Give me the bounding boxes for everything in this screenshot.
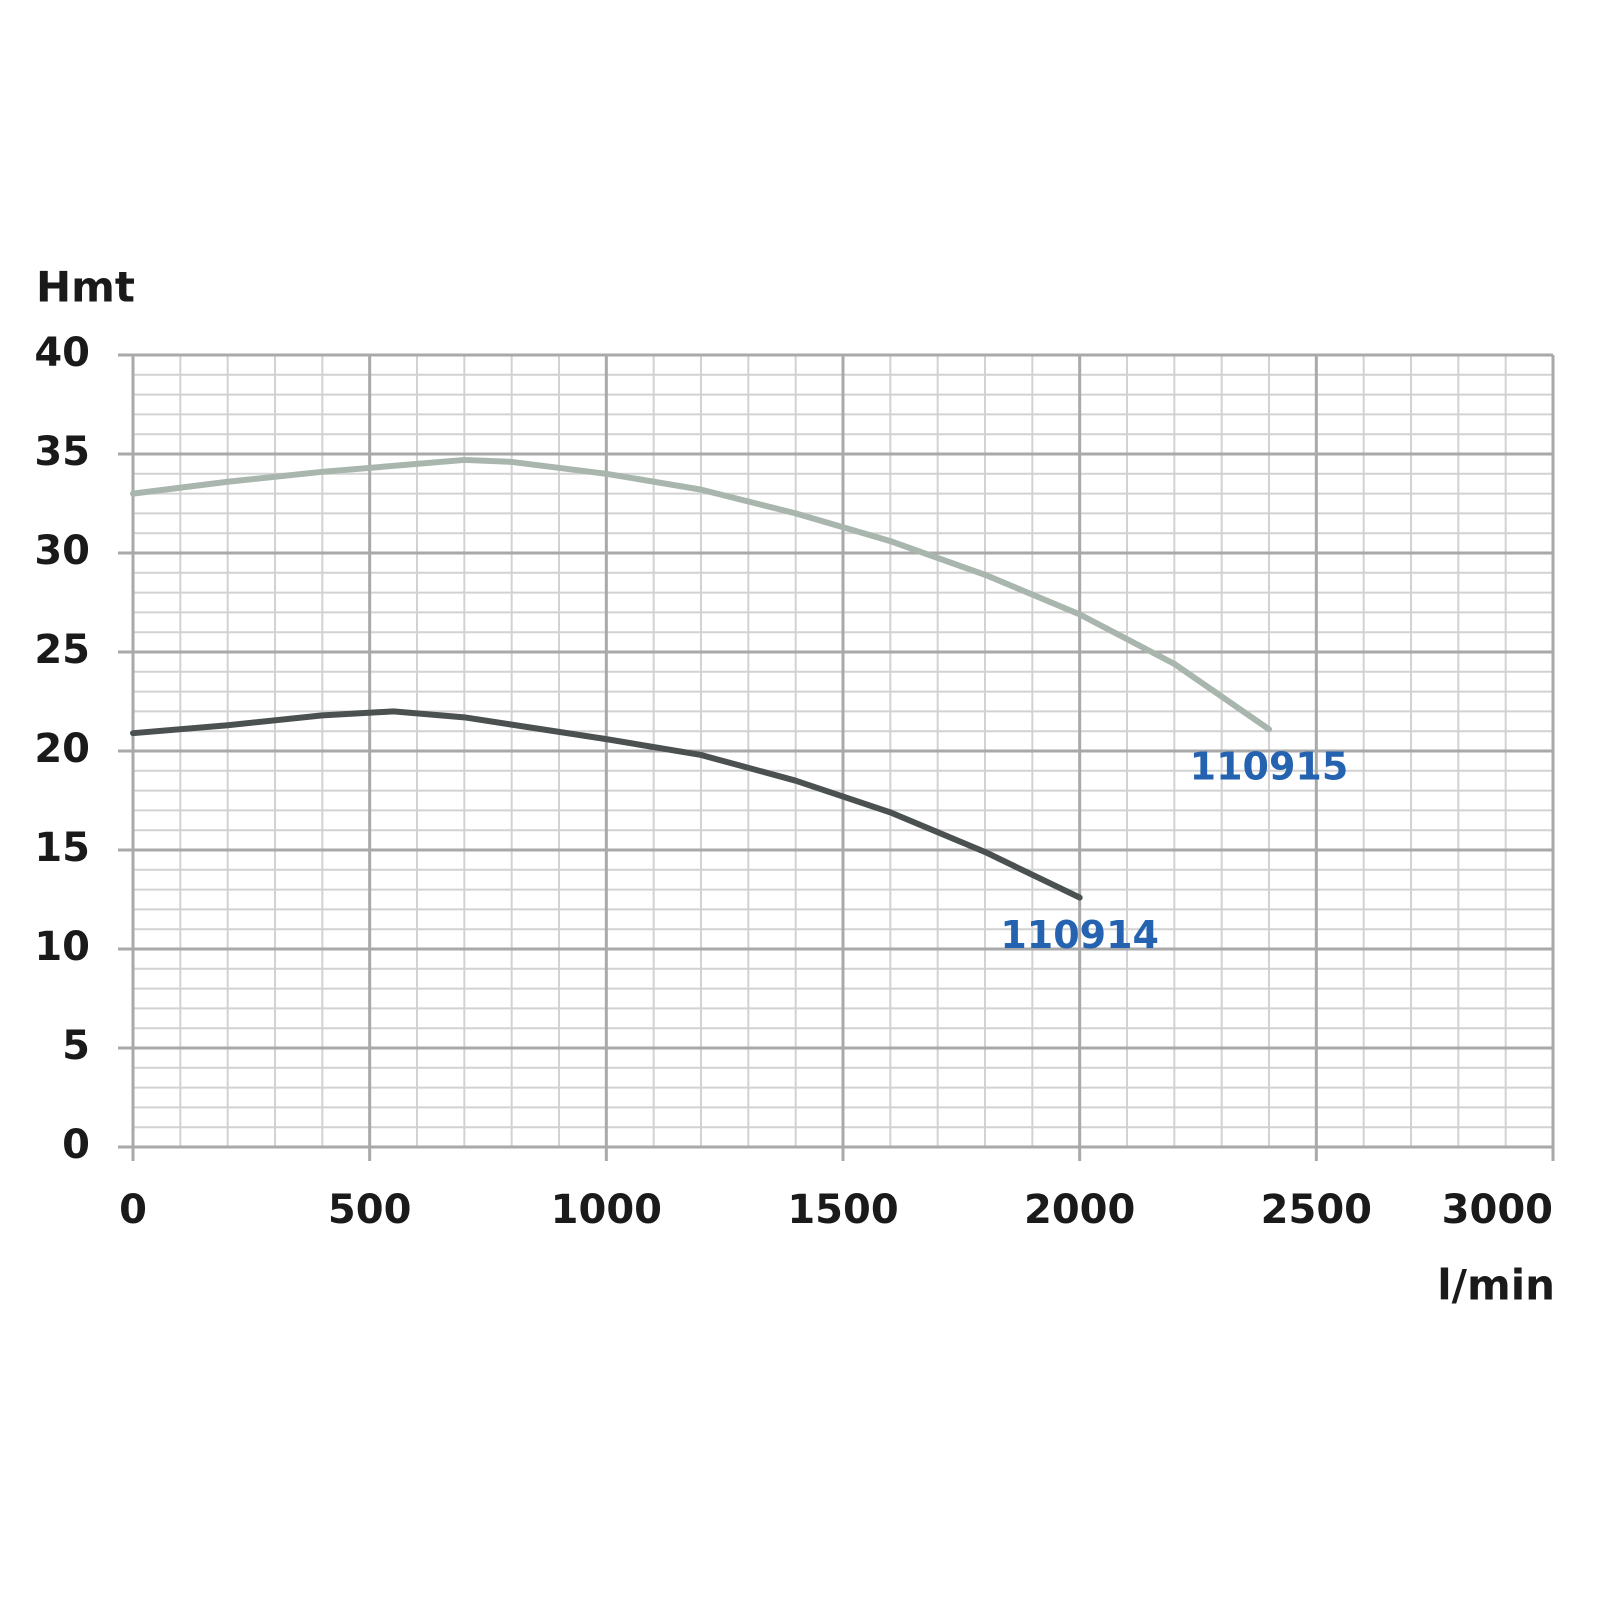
x-axis-label: l/min: [1437, 1261, 1555, 1310]
x-tick-label: 2500: [1261, 1187, 1372, 1233]
y-tick-label: 40: [34, 330, 90, 376]
y-axis-label: Hmt: [36, 263, 135, 312]
x-tick-label: 3000: [1442, 1187, 1553, 1233]
series-label: 110915: [1190, 745, 1349, 789]
y-tick-label: 0: [62, 1122, 90, 1168]
series-label: 110914: [1000, 913, 1159, 957]
y-tick-label: 10: [34, 924, 90, 970]
y-tick-label: 5: [62, 1023, 90, 1069]
series-line: [130, 708, 1083, 901]
x-tick-label: 2000: [1024, 1187, 1135, 1233]
y-tick-label: 30: [34, 528, 90, 574]
y-tick-label: 35: [34, 429, 90, 475]
x-tick-label: 0: [119, 1187, 147, 1233]
y-tick-label: 20: [34, 726, 90, 772]
y-tick-label: 15: [34, 825, 90, 871]
y-tick-label: 25: [34, 627, 90, 673]
x-tick-label: 500: [328, 1187, 412, 1233]
x-tick-label: 1500: [787, 1187, 898, 1233]
series-line: [130, 456, 1272, 733]
x-tick-label: 1000: [551, 1187, 662, 1233]
